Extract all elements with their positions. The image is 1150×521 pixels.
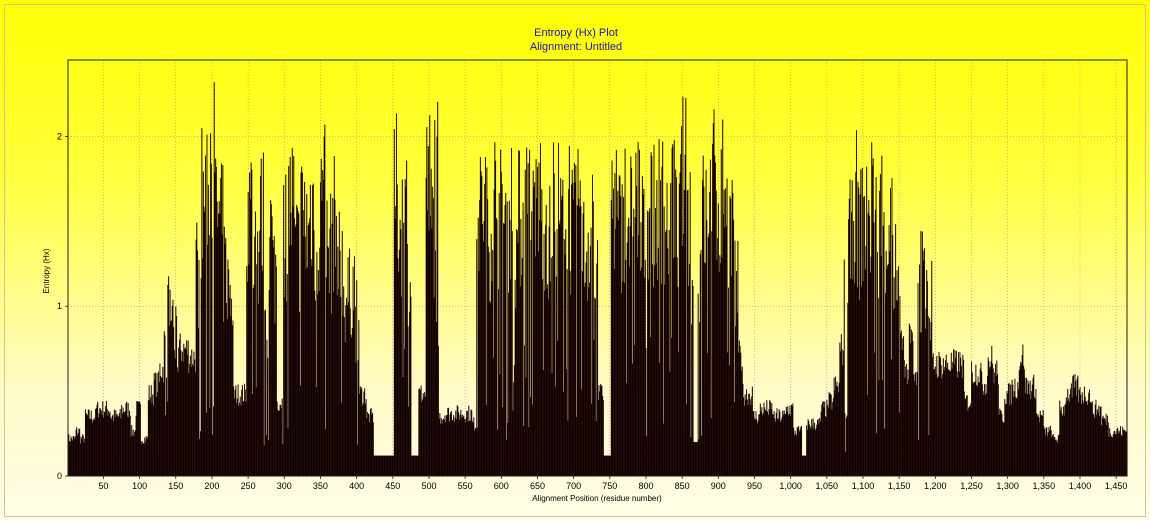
- x-tick-label: 600: [494, 481, 509, 491]
- x-tick-label: 1,450: [1105, 481, 1128, 491]
- x-tick-label: 700: [566, 481, 581, 491]
- x-tick-label: 750: [602, 481, 617, 491]
- x-tick-label: 1,200: [924, 481, 947, 491]
- x-tick-label: 650: [530, 481, 545, 491]
- y-axis-ticks: 0 1 2: [57, 131, 68, 481]
- entropy-bar: [324, 124, 326, 477]
- x-tick-label: 200: [204, 481, 219, 491]
- x-axis-ticks: 50 100 150 200 250 300 350 400 450 500 550 600 650 70…: [98, 476, 1127, 491]
- y-axis-label: Entropy (Hx): [42, 248, 51, 293]
- entropy-bar: [505, 193, 507, 477]
- entropy-chart: Entropy (Hx) Plot Alignment: Untitled 50…: [42, 27, 1128, 503]
- x-tick-label: 900: [711, 481, 726, 491]
- chart-frame: Entropy (Hx) Plot Alignment: Untitled 50…: [4, 4, 1146, 517]
- y-tick-label: 1: [57, 301, 62, 311]
- entropy-bars: [67, 82, 1128, 477]
- x-tick-label: 550: [458, 481, 473, 491]
- x-tick-label: 350: [313, 481, 328, 491]
- x-tick-label: 850: [675, 481, 690, 491]
- x-tick-label: 250: [241, 481, 256, 491]
- x-tick-label: 450: [385, 481, 400, 491]
- entropy-bar: [410, 296, 412, 477]
- y-tick-label: 2: [57, 131, 62, 141]
- x-tick-label: 50: [98, 481, 108, 491]
- x-tick-label: 1,350: [1033, 481, 1056, 491]
- x-tick-label: 1,300: [996, 481, 1019, 491]
- entropy-bar: [689, 172, 691, 477]
- x-tick-label: 300: [277, 481, 292, 491]
- x-tick-label: 100: [132, 481, 147, 491]
- chart-subtitle: Alignment: Untitled: [530, 41, 622, 53]
- x-tick-label: 1,150: [888, 481, 911, 491]
- y-tick-label: 0: [57, 471, 62, 481]
- x-tick-label: 1,250: [960, 481, 983, 491]
- chart-title: Entropy (Hx) Plot: [534, 27, 618, 39]
- x-tick-label: 1,400: [1069, 481, 1092, 491]
- plot-area-border: [67, 59, 1128, 477]
- x-tick-label: 500: [421, 481, 436, 491]
- x-tick-label: 800: [638, 481, 653, 491]
- x-tick-label: 1,100: [852, 481, 875, 491]
- x-tick-label: 1,000: [779, 481, 802, 491]
- x-tick-label: 400: [349, 481, 364, 491]
- x-tick-label: 1,050: [816, 481, 839, 491]
- entropy-bar: [875, 177, 877, 477]
- x-tick-label: 950: [747, 481, 762, 491]
- entropy-bar: [262, 152, 264, 477]
- x-tick-label: 150: [168, 481, 183, 491]
- x-axis-label: Alignment Position (residue number): [532, 494, 662, 503]
